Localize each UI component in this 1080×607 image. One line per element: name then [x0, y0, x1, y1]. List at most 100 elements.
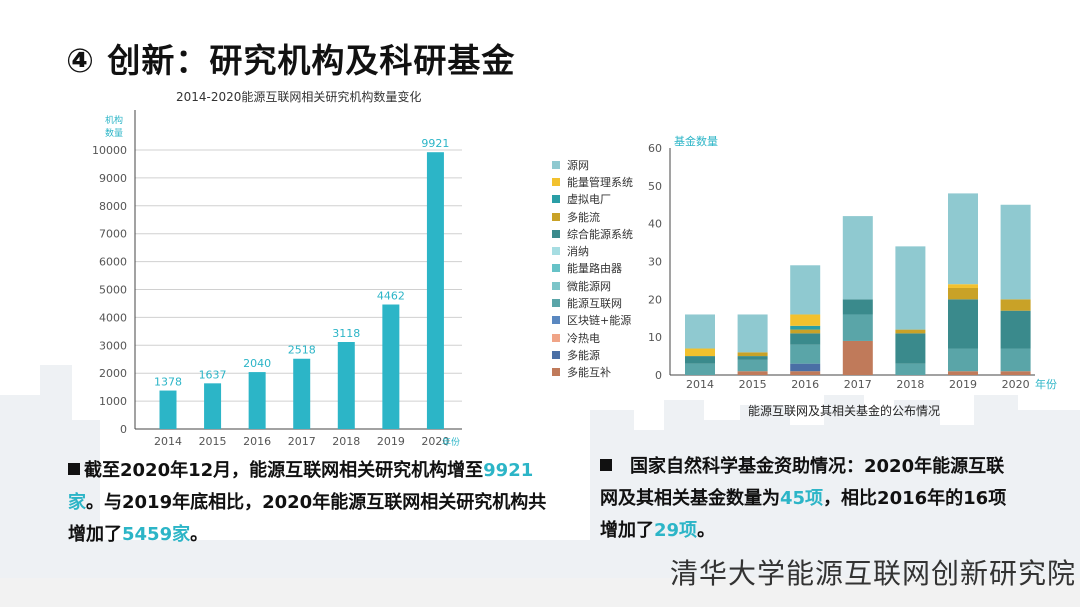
y-tick-label: 8000 — [99, 200, 127, 213]
legend-swatch — [552, 350, 560, 359]
footer-institute-name: 清华大学能源互联网创新研究院 — [669, 557, 1076, 590]
legend-label: 虚拟电厂 — [567, 193, 611, 207]
y-tick-label: 2000 — [99, 367, 127, 380]
legend-swatch — [552, 281, 560, 290]
p1-text-1: 截至2020年12月，能源互联网相关研究机构增至 — [84, 460, 484, 481]
stack-segment — [737, 356, 768, 360]
stack-segment — [737, 359, 768, 372]
legend-label: 多能流 — [567, 210, 600, 224]
legend-swatch — [552, 229, 560, 238]
legend-label: 微能源网 — [567, 279, 611, 293]
x-tick-label: 2017 — [288, 435, 316, 448]
legend-item: 消纳 — [552, 242, 633, 259]
legend-swatch — [552, 195, 560, 204]
stack-segment — [790, 371, 821, 375]
bullet-square-icon — [600, 459, 612, 471]
legend-label: 多能源 — [567, 348, 600, 362]
bar-2014 — [159, 390, 177, 429]
y-tick-label: 60 — [648, 142, 662, 155]
legend-swatch — [552, 299, 560, 308]
bar-value-label: 1378 — [154, 376, 182, 389]
p2-highlight-1: 45项 — [780, 488, 824, 509]
x-tick-label: 2015 — [199, 435, 227, 448]
legend-swatch — [552, 264, 560, 273]
p2-text-1: 国家自然科学基金资助情况：2020年能源互联网及其相关基金数量为 — [600, 456, 1005, 509]
legend-item: 能量管理系统 — [552, 173, 633, 190]
legend-label: 源网 — [567, 158, 589, 172]
x-tick-label: 2019 — [377, 435, 405, 448]
legend-item: 多能流 — [552, 208, 633, 225]
bar-value-label: 2040 — [243, 357, 271, 370]
stack-segment — [842, 340, 873, 375]
legend-item: 能量路由器 — [552, 260, 633, 277]
legend-label: 能量路由器 — [567, 262, 622, 276]
legend-item: 冷热电 — [552, 329, 633, 346]
stack-segment — [790, 363, 821, 372]
page-title: ④ 创新：研究机构及科研基金 — [66, 41, 516, 80]
x-tick-label: 2014 — [686, 378, 714, 391]
x-tick-label: 2015 — [739, 378, 767, 391]
stack-segment — [685, 348, 715, 357]
y-tick-label: 10000 — [92, 144, 127, 157]
y-tick-label: 1000 — [99, 395, 127, 408]
legend-item: 多能源 — [552, 346, 633, 363]
p1-text-2: 。与2019年底相比，2020年能源互联网相关研究机构共增加了 — [68, 492, 547, 545]
legend-item: 综合能源系统 — [552, 225, 633, 242]
stack-segment — [895, 329, 926, 334]
x-tick-label: 2016 — [243, 435, 271, 448]
stack-segment — [948, 287, 978, 300]
legend-swatch — [552, 333, 560, 342]
p2-highlight-2: 29项 — [654, 520, 698, 541]
y-tick-label: 4000 — [99, 311, 127, 324]
stack-segment — [685, 356, 715, 364]
p1-text-3: 。 — [190, 524, 209, 545]
y-tick-label: 40 — [648, 218, 662, 231]
y-tick-label: 0 — [120, 423, 127, 436]
stack-segment — [790, 329, 821, 334]
bullet-square-icon — [68, 463, 80, 475]
y-axis-label-line2: 数量 — [105, 127, 123, 139]
legend-label: 多能互补 — [567, 366, 611, 380]
stack-segment — [895, 333, 926, 364]
x-tick-label: 2016 — [791, 378, 819, 391]
y-tick-label: 20 — [648, 293, 662, 306]
legend-item: 源网 — [552, 156, 633, 173]
stack-segment — [948, 299, 978, 349]
x-tick-label: 2014 — [154, 435, 182, 448]
x-tick-label: 2020 — [421, 435, 449, 448]
bar-value-label: 4462 — [377, 290, 405, 303]
x-tick-label: 2018 — [896, 378, 924, 391]
legend-item: 区块链+能源 — [552, 312, 633, 329]
stack-segment — [842, 216, 873, 300]
legend-label: 能源互联网 — [567, 297, 622, 311]
stack-segment — [1000, 371, 1031, 375]
bar-2017 — [293, 358, 311, 429]
y-tick-label: 0 — [655, 369, 662, 382]
p1-highlight-2: 5459家 — [122, 524, 191, 545]
stack-segment — [685, 314, 715, 349]
stack-segment — [1000, 348, 1031, 372]
legend-swatch — [552, 316, 560, 325]
bar-2018 — [337, 342, 355, 429]
x-tick-label: 2018 — [332, 435, 360, 448]
legend-swatch — [552, 368, 560, 377]
legend-label: 冷热电 — [567, 331, 600, 345]
funds-legend: 源网 能量管理系统虚拟电厂多能流 综合能源系统 消纳能量路由器微能源网能源互联网 区块链… — [552, 156, 633, 381]
stack-segment — [790, 314, 821, 326]
x-tick-label: 2017 — [844, 378, 872, 391]
stack-segment — [842, 299, 873, 315]
y-tick-label: 50 — [648, 180, 662, 193]
legend-item: 能源互联网 — [552, 294, 633, 311]
stack-segment — [790, 325, 821, 330]
p1-highlight-1: 9921家 — [68, 460, 534, 513]
stack-segment — [1000, 299, 1031, 311]
y-tick-label: 5000 — [99, 284, 127, 297]
stack-segment — [790, 344, 821, 364]
legend-swatch — [552, 212, 560, 221]
stack-segment — [1000, 310, 1031, 349]
p2-text-3: 。 — [697, 520, 716, 541]
stack-segment — [895, 246, 926, 330]
